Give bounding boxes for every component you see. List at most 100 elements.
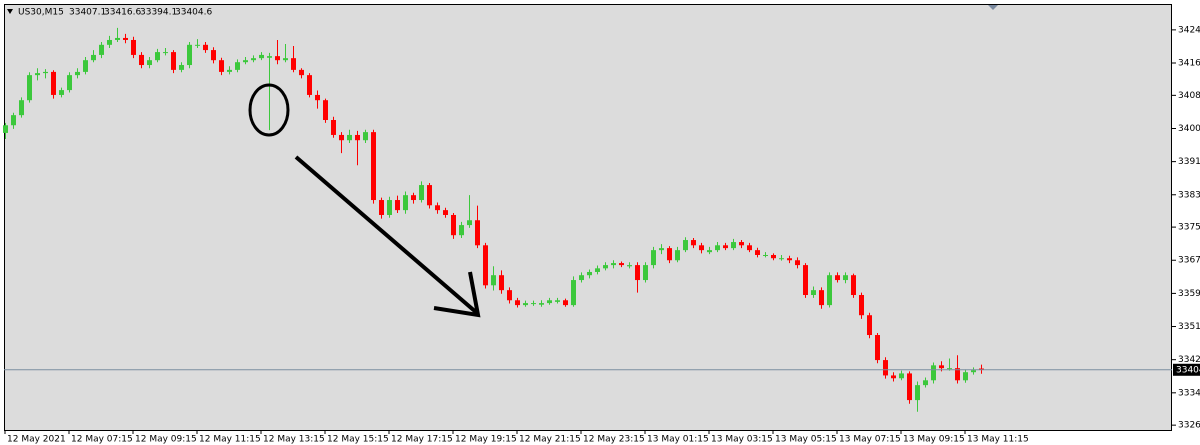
candle-body — [435, 205, 440, 211]
candle-body — [803, 265, 808, 296]
candle-body — [475, 220, 480, 246]
candle-body — [459, 225, 464, 236]
candle-body — [571, 280, 576, 306]
candle-body — [835, 275, 840, 281]
candle-body — [259, 54, 264, 59]
shift-marker — [988, 5, 998, 10]
candle-body — [739, 242, 744, 246]
candle-body — [427, 185, 432, 206]
candle-body — [563, 300, 568, 306]
candle-body — [507, 290, 512, 301]
candle-body — [187, 44, 192, 66]
header-low: 33394.1 — [140, 8, 177, 18]
price-label: 33404 — [1176, 365, 1200, 375]
annotation-arrow — [294, 155, 479, 315]
candle-body — [51, 71, 56, 95]
candle-body — [611, 263, 616, 266]
candle-body — [931, 365, 936, 381]
candle-body — [843, 275, 848, 281]
candle-body — [275, 56, 280, 61]
candle-body — [403, 195, 408, 211]
candle-body — [155, 52, 160, 61]
header-open: 33407.1 — [69, 8, 106, 18]
candle-body — [859, 295, 864, 316]
candle-body — [323, 100, 328, 120]
candle-body — [483, 245, 488, 286]
candle-body — [307, 75, 312, 95]
x-tick-label: 13 May 01:15 — [647, 435, 709, 445]
candle-body — [315, 94, 320, 101]
candle-body — [971, 370, 976, 373]
candle-body — [235, 62, 240, 70]
y-tick-label: 33675 — [1178, 256, 1200, 266]
candle-body — [779, 258, 784, 260]
candle-body — [163, 52, 168, 54]
candle-body — [99, 44, 104, 55]
candle-body — [27, 75, 32, 101]
candle-body — [387, 200, 392, 215]
header-triangle — [7, 9, 13, 14]
candle-body — [619, 263, 624, 266]
candle-body — [203, 44, 208, 51]
candle-body — [875, 335, 880, 361]
candle-body — [115, 37, 120, 40]
y-tick-label: 33347 — [1178, 388, 1200, 398]
candle-body — [299, 69, 304, 76]
candle-body — [923, 380, 928, 386]
plot-area — [4, 4, 1172, 431]
candle-body — [747, 245, 752, 251]
y-tick-label: 33429 — [1178, 355, 1200, 365]
candle-body — [131, 39, 136, 55]
y-tick-label: 33757 — [1178, 223, 1200, 233]
candle-body — [723, 245, 728, 249]
marks — [3, 27, 984, 412]
candle-body — [811, 290, 816, 296]
candle-body — [755, 250, 760, 255]
candle-body — [691, 240, 696, 246]
candle-body — [683, 240, 688, 251]
candle-body — [179, 65, 184, 70]
x-tick-label: 12 May 07:15 — [71, 435, 133, 445]
candle-body — [891, 375, 896, 379]
candle-body — [363, 132, 368, 141]
candle-body — [587, 271, 592, 276]
x-tick-label: 13 May 05:15 — [775, 435, 837, 445]
candle-body — [771, 254, 776, 259]
x-tick-label: 13 May 03:15 — [711, 435, 773, 445]
y-tick-label: 33919 — [1178, 157, 1200, 167]
candle-body — [643, 265, 648, 281]
candle-body — [955, 368, 960, 381]
candle-body — [59, 90, 64, 95]
candle-body — [539, 303, 544, 305]
header-high: 33416.6 — [104, 8, 141, 18]
candle-body — [43, 71, 48, 74]
candle-body — [451, 214, 456, 236]
candle-body — [603, 265, 608, 269]
annotation-arrowhead — [433, 271, 481, 318]
candle-body — [595, 268, 600, 272]
candle-body — [819, 290, 824, 306]
candle-body — [211, 50, 216, 61]
x-tick-label: 13 May 11:15 — [967, 435, 1029, 445]
x-tick-label: 12 May 15:15 — [327, 435, 389, 445]
x-tick-label: 12 May 2021 — [7, 435, 66, 445]
candle-body — [499, 275, 504, 291]
candle-body — [371, 132, 376, 201]
candle-body — [283, 58, 288, 61]
candle-body — [35, 73, 40, 76]
candle-body — [75, 71, 80, 76]
candle-body — [627, 265, 632, 267]
candle-body — [707, 250, 712, 253]
candle-body — [939, 365, 944, 369]
candle-body — [107, 39, 112, 45]
x-tick-label: 12 May 23:15 — [583, 435, 645, 445]
candle-body — [715, 245, 720, 251]
candle-body — [291, 58, 296, 70]
candle-body — [171, 52, 176, 70]
candle-body — [3, 125, 8, 133]
candle-body — [19, 100, 24, 116]
